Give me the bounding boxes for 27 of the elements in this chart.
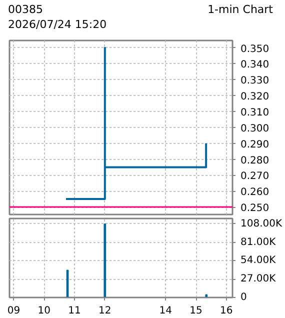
x-tick-label: 12: [98, 306, 112, 316]
x-tick-label: 09: [7, 306, 20, 316]
x-tick-label: 14: [159, 306, 172, 316]
y-tick-label: 0.320: [240, 92, 270, 103]
x-tick-label: 11: [68, 306, 81, 316]
y-tick-label: 0.250: [240, 203, 270, 214]
line-series: [65, 46, 208, 200]
x-tick-label: 10: [38, 306, 51, 316]
y-tick-label: 0.310: [240, 108, 270, 118]
chart-subtitle: 2026/07/24 15:20: [8, 17, 108, 32]
y-tick-label: 81.00K: [240, 236, 276, 248]
y-tick-label: 0.330: [240, 76, 270, 87]
y-tick-label: 27.00K: [240, 274, 276, 285]
text: 1-min Chart: [208, 2, 273, 17]
y-tick-label: 108.00K: [240, 218, 282, 230]
y-tick-label: 0.350: [240, 44, 270, 55]
x-tick-label: 16: [220, 306, 233, 316]
y-tick-label: 0.260: [240, 187, 270, 198]
y-tick-label: 54.00K: [240, 255, 276, 266]
y-tick-label: 0.340: [240, 60, 270, 71]
y-tick-label: 0.280: [240, 155, 270, 166]
y-tick-label: 0.300: [240, 123, 270, 134]
chart-title: 00385: [8, 2, 43, 17]
x-tick-label: 15: [190, 306, 202, 316]
y-tick-label: 0.270: [240, 171, 270, 182]
y-tick-label: 0: [240, 292, 247, 303]
y-tick-label: 0.290: [240, 139, 270, 150]
